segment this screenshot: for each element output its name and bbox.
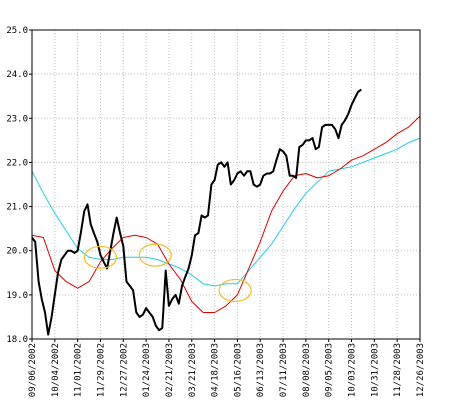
y-tick-label: 20.0 [6,247,28,257]
x-tick-label: 10/31/2003 [370,343,380,397]
y-tick-label: 19.0 [6,291,28,301]
chart-grid [32,30,420,339]
long-moving-average-line [31,137,421,287]
x-tick-label: 08/08/2003 [302,343,312,397]
y-axis-ticks: 18.0 19.0 20.0 21.0 22.0 23.0 24.0 25.0 [6,26,32,345]
x-tick-label: 10/03/2003 [348,343,358,397]
y-tick-label: 22.0 [6,158,28,168]
x-tick-label: 07/11/2003 [279,343,289,397]
short-moving-average-line [31,115,421,313]
x-tick-label: 05/16/2003 [233,343,243,397]
crossover-highlight-circle [218,278,252,303]
plot-frame [31,29,421,340]
x-tick-label: 10/04/2002 [51,343,61,397]
y-tick-label: 25.0 [6,26,28,36]
x-tick-label: 04/18/2003 [211,343,221,397]
chart-highlights [83,243,252,303]
x-axis-ticks: 09/06/2002 10/04/2002 11/01/2002 11/29/2002… [28,339,426,397]
x-tick-label: 12/27/2002 [119,343,129,397]
crossover-highlight-circle [83,245,118,269]
x-tick-label: 06/13/2003 [256,343,266,397]
x-tick-label: 01/24/2003 [142,343,152,397]
y-tick-label: 24.0 [6,70,28,80]
x-tick-label: 09/06/2002 [28,343,38,397]
y-tick-label: 21.0 [6,203,28,213]
x-tick-label: 12/26/2003 [416,343,426,397]
x-tick-label: 11/29/2002 [96,343,106,397]
x-tick-label: 11/28/2003 [393,343,403,397]
x-tick-label: 03/21/2003 [188,343,198,397]
y-tick-label: 18.0 [6,335,28,345]
price-line [31,88,362,336]
x-tick-label: 02/21/2003 [165,343,175,397]
crossover-highlight-circle [138,243,172,267]
x-tick-label: 11/01/2002 [74,343,84,397]
y-tick-label: 23.0 [6,114,28,124]
x-tick-label: 09/05/2003 [325,343,335,397]
chart-series [31,88,421,336]
